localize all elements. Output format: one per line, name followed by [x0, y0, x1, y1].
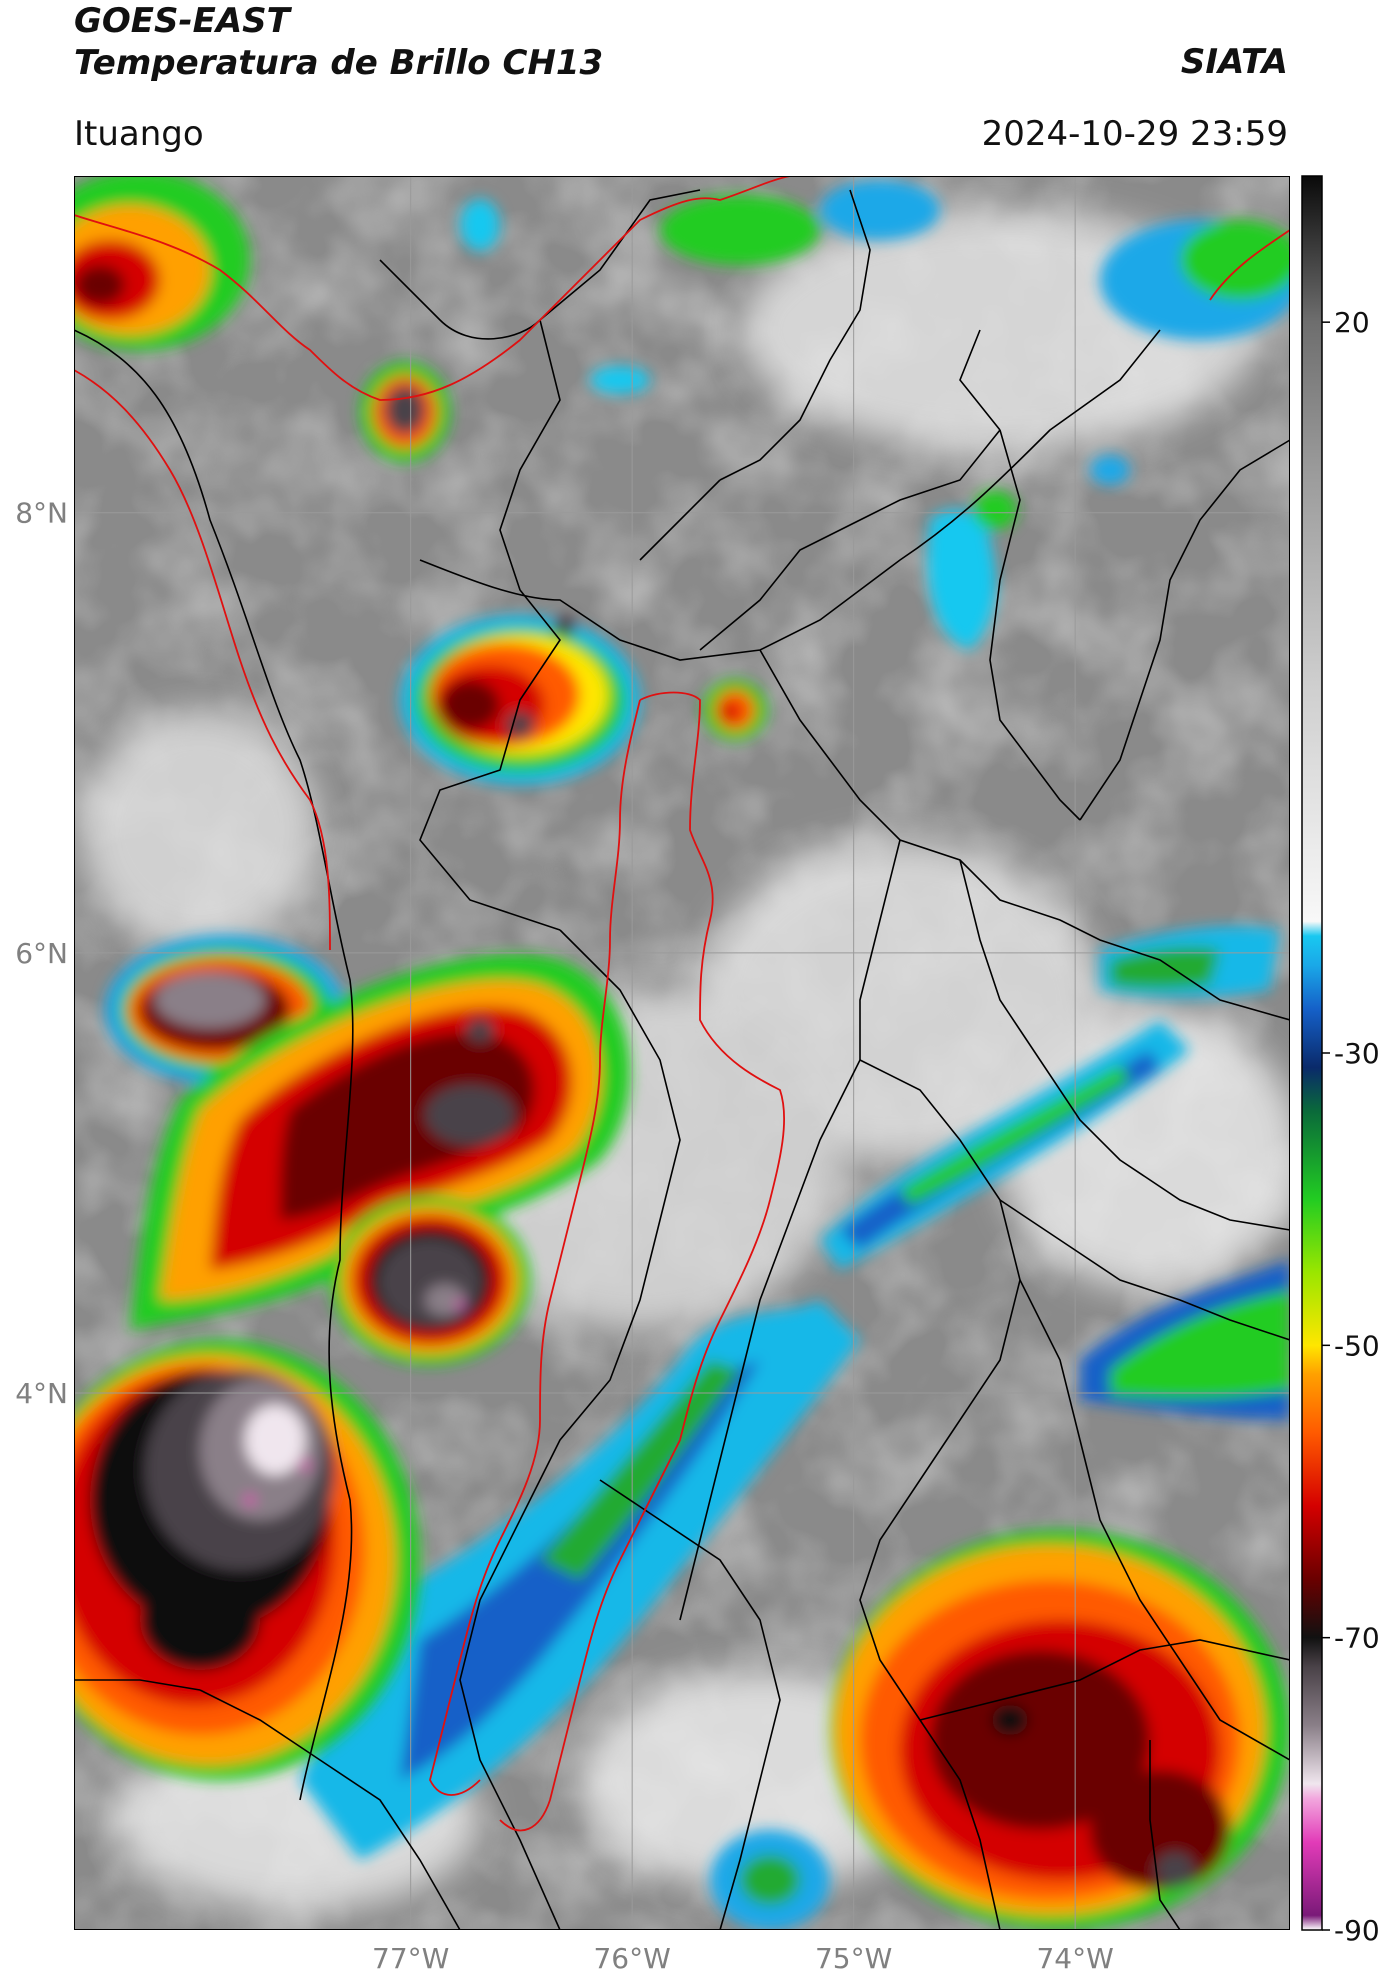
lat-tick-label: 6°N [15, 937, 68, 970]
lon-tick-labels: 77°W 76°W 75°W 74°W [372, 1942, 1114, 1975]
datetime-label: 2024-10-29 23:59 [981, 114, 1288, 154]
product-title: Temperatura de Brillo CH13 [74, 43, 604, 83]
colorbar-tick-label: 20 [1334, 306, 1370, 339]
lat-tick-label: 4°N [15, 1377, 68, 1410]
lat-tick-labels: 8°N 6°N 4°N [15, 497, 68, 1410]
cold-band-south [300, 180, 1290, 1930]
national-boundary [74, 176, 1290, 1832]
convective-cells [74, 176, 1290, 1930]
colorbar-tick-label: -70 [1334, 1622, 1380, 1655]
title-block: GOES-EAST Temperatura de Brillo CH13 [74, 0, 603, 84]
lon-tick-label: 75°W [815, 1942, 892, 1975]
lon-tick-label: 76°W [593, 1942, 670, 1975]
map-area [74, 176, 1290, 1930]
colorbar-gradient [1301, 175, 1323, 1931]
colorbar-ticks: 20 -30 -50 -70 -90 [1322, 306, 1380, 1947]
satellite-title: GOES-EAST [74, 1, 290, 41]
lat-tick-label: 8°N [15, 497, 68, 530]
lon-tick-label: 74°W [1036, 1942, 1113, 1975]
lon-tick-label: 77°W [372, 1942, 449, 1975]
graticule [74, 176, 1290, 1930]
admin-boundaries [74, 189, 1290, 1930]
colorbar: 20 -30 -50 -70 -90 [1301, 175, 1380, 1947]
brand-label: SIATA [1180, 42, 1288, 82]
colorbar-tick-label: -90 [1334, 1914, 1380, 1947]
colorbar-tick-label: -30 [1334, 1037, 1380, 1070]
region-label: Ituango [74, 114, 204, 154]
colorbar-tick-label: -50 [1334, 1329, 1380, 1362]
